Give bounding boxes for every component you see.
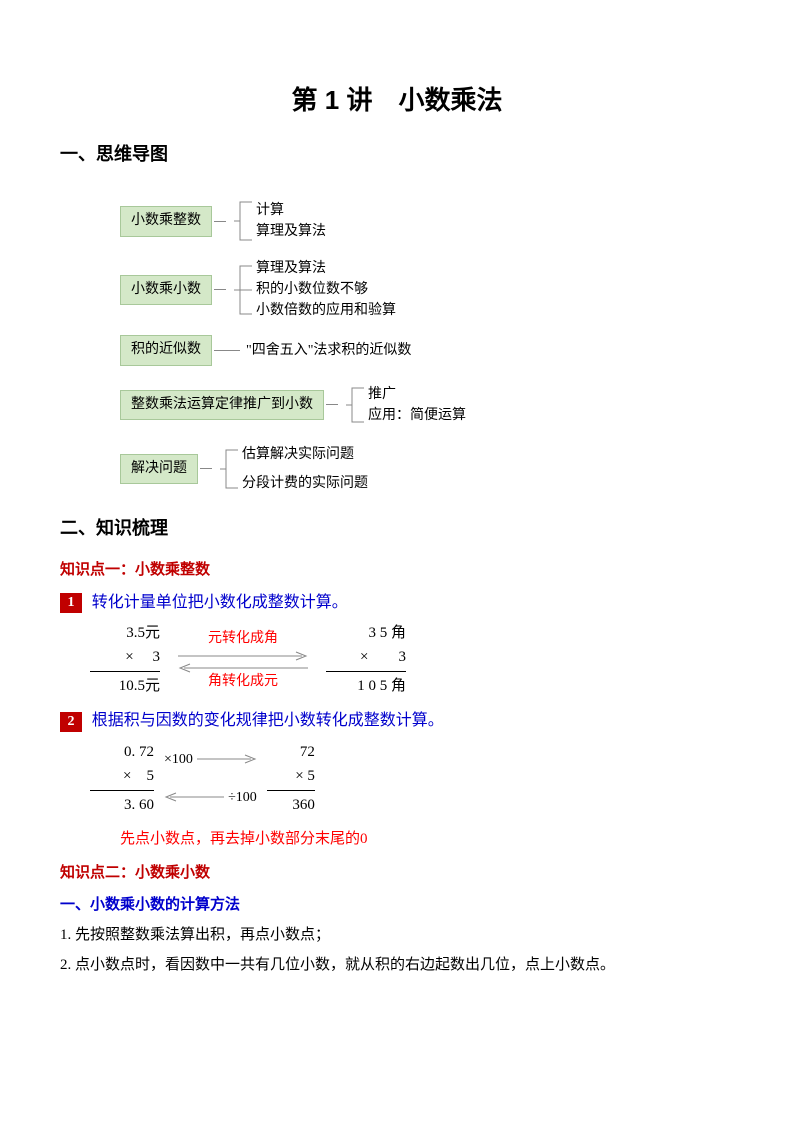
mindmap-item: 分段计费的实际问题: [242, 473, 368, 494]
mindmap-row-3: 积的近似数 "四舍五入"法求积的近似数: [120, 335, 734, 365]
mindmap-row-1: 小数乘整数 计算 算理及算法: [120, 198, 734, 244]
calc-line: 72: [267, 740, 315, 764]
mindmap-row-2: 小数乘小数 算理及算法 积的小数位数不够 小数倍数的应用和验算: [120, 258, 734, 321]
knowledge-point-2-title: 知识点二：小数乘小数: [60, 861, 734, 885]
bracket-icon: [234, 260, 252, 320]
calc-line: 3 5 角: [326, 621, 406, 645]
arrow-label: 角转化成元: [208, 671, 278, 693]
dash-connector: [200, 468, 212, 469]
knowledge-point-1-title: 知识点一：小数乘整数: [60, 558, 734, 582]
section1-heading: 一、思维导图: [60, 140, 734, 169]
bracket-icon: [346, 384, 364, 426]
num-badge: 1: [60, 593, 82, 613]
arrow-right-icon: [178, 651, 308, 661]
num-badge: 2: [60, 712, 82, 732]
calc-line: 10.5元: [90, 671, 160, 698]
calc-line: 3. 60: [90, 790, 154, 817]
kp2-subtitle: 一、小数乘小数的计算方法: [60, 893, 734, 917]
calc-line: 0. 72: [90, 740, 154, 764]
kp1-item1: 1 转化计量单位把小数化成整数计算。: [60, 590, 734, 616]
mindmap-box: 积的近似数: [120, 335, 212, 365]
mindmap-box: 小数乘整数: [120, 206, 212, 236]
calc-example-2: 0. 72 × 5 3. 60 ×100 ÷100 72 × 5 360: [90, 740, 734, 817]
mindmap-row-4: 整数乘法运算定律推广到小数 推广 应用：简便运算: [120, 384, 734, 426]
mindmap-box: 整数乘法运算定律推广到小数: [120, 390, 324, 420]
mindmap-item: 计算: [256, 200, 326, 221]
calc-line: × 5: [267, 764, 315, 788]
mindmap-item: "四舍五入"法求积的近似数: [246, 340, 411, 361]
calc-line: × 3: [326, 645, 406, 669]
kp1-text1: 转化计量单位把小数化成整数计算。: [92, 594, 348, 611]
kp2-p2: 2. 点小数点时，看因数中一共有几位小数，就从积的右边起数出几位，点上小数点。: [60, 953, 734, 977]
mindmap-item: 算理及算法: [256, 221, 326, 242]
mindmap-item: 积的小数位数不够: [256, 279, 396, 300]
bracket-icon: [220, 444, 238, 494]
calc-line: × 5: [90, 764, 154, 788]
arrow-label: 元转化成角: [208, 628, 278, 650]
mindmap-item: 应用：简便运算: [368, 405, 466, 426]
calc-line: 3.5元: [90, 621, 160, 645]
dash-connector: [214, 289, 226, 290]
arrow-right-icon: [197, 754, 257, 764]
mindmap-item: 算理及算法: [256, 258, 396, 279]
calc-example-1: 3.5元 × 3 10.5元 元转化成角 角转化成元 3 5 角 × 3 1 0…: [90, 621, 734, 698]
arrow-label: ×100: [164, 749, 193, 771]
mindmap-box: 解决问题: [120, 454, 198, 484]
calc-line: × 3: [90, 645, 160, 669]
calc-line: 360: [267, 790, 315, 817]
kp1-text2: 根据积与因数的变化规律把小数转化成整数计算。: [92, 712, 444, 729]
mindmap-box: 小数乘小数: [120, 275, 212, 305]
dash-connector: [214, 221, 226, 222]
section2-heading: 二、知识梳理: [60, 514, 734, 543]
dash-connector: [214, 350, 240, 351]
arrow-label: ÷100: [228, 787, 257, 809]
dash-connector: [326, 404, 338, 405]
calc-line: 1 0 5 角: [326, 671, 406, 698]
mindmap: 小数乘整数 计算 算理及算法 小数乘小数 算理及算法 积的小数位数不够 小数倍数…: [120, 198, 734, 493]
bracket-icon: [234, 198, 252, 244]
kp1-note: 先点小数点，再去掉小数部分末尾的0: [120, 827, 734, 851]
kp2-p1: 1. 先按照整数乘法算出积，再点小数点；: [60, 923, 734, 947]
arrow-left-icon: [164, 792, 224, 802]
mindmap-item: 推广: [368, 384, 466, 405]
mindmap-item: 小数倍数的应用和验算: [256, 300, 396, 321]
mindmap-item: 估算解决实际问题: [242, 444, 368, 465]
page-title: 第 1 讲 小数乘法: [60, 80, 734, 122]
kp1-item2: 2 根据积与因数的变化规律把小数转化成整数计算。: [60, 708, 734, 734]
mindmap-row-5: 解决问题 估算解决实际问题 分段计费的实际问题: [120, 444, 734, 494]
